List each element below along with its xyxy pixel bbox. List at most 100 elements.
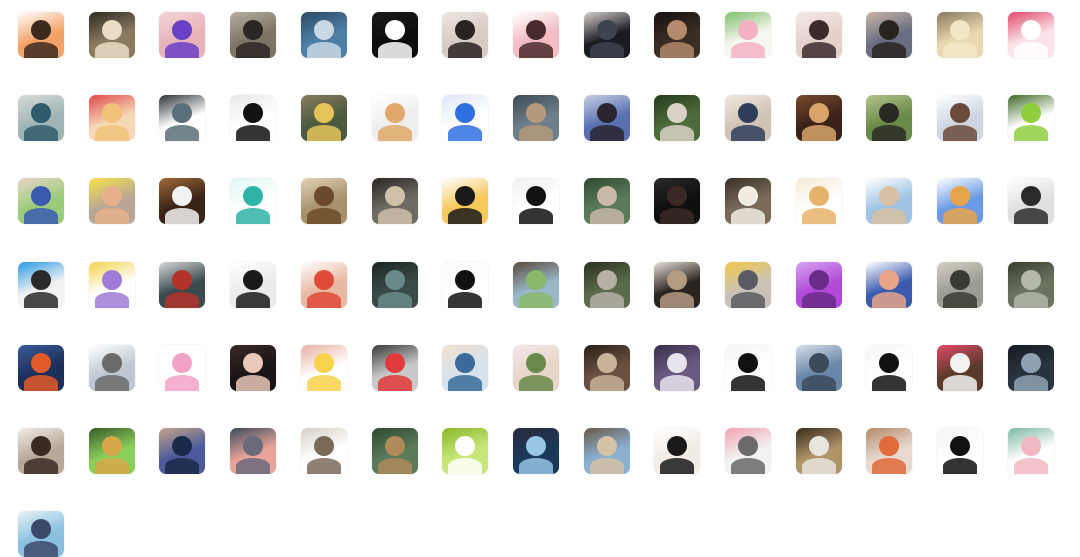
avatar[interactable] — [442, 12, 489, 58]
avatar[interactable] — [795, 261, 842, 308]
avatar[interactable] — [371, 178, 418, 225]
avatar-body — [236, 374, 271, 391]
avatar[interactable] — [937, 95, 984, 142]
avatar[interactable] — [654, 95, 701, 142]
avatar[interactable] — [725, 178, 771, 225]
avatar[interactable] — [866, 12, 913, 58]
avatar[interactable] — [371, 261, 418, 308]
avatar[interactable] — [88, 95, 135, 142]
avatar[interactable] — [18, 344, 64, 391]
avatar[interactable] — [230, 428, 277, 474]
avatar[interactable] — [18, 261, 64, 308]
avatar[interactable] — [371, 12, 418, 58]
avatar[interactable] — [512, 344, 559, 391]
avatar[interactable] — [866, 178, 913, 225]
avatar[interactable] — [866, 95, 913, 142]
avatar[interactable] — [442, 261, 489, 308]
avatar[interactable] — [88, 344, 135, 391]
avatar[interactable] — [795, 12, 842, 58]
avatar[interactable] — [583, 178, 630, 225]
avatar[interactable] — [300, 95, 347, 142]
avatar[interactable] — [18, 95, 64, 142]
avatar[interactable] — [795, 95, 842, 142]
avatar[interactable] — [300, 261, 347, 308]
avatar[interactable] — [18, 428, 64, 474]
avatar[interactable] — [725, 344, 771, 391]
avatar[interactable] — [88, 428, 135, 474]
avatar[interactable] — [1007, 344, 1054, 391]
avatar[interactable] — [442, 95, 489, 142]
avatar[interactable] — [654, 12, 701, 58]
avatar-subject — [243, 186, 264, 207]
avatar[interactable] — [866, 261, 913, 308]
avatar[interactable] — [442, 178, 489, 225]
avatar[interactable] — [230, 261, 277, 308]
avatar[interactable] — [230, 12, 277, 58]
avatar[interactable] — [159, 344, 206, 391]
avatar[interactable] — [371, 344, 418, 391]
avatar[interactable] — [937, 261, 984, 308]
avatar-subject — [384, 20, 405, 40]
avatar[interactable] — [583, 261, 630, 308]
avatar[interactable] — [583, 344, 630, 391]
avatar[interactable] — [512, 95, 559, 142]
avatar[interactable] — [654, 261, 701, 308]
avatar-body — [589, 291, 624, 308]
avatar-subject — [31, 519, 51, 540]
avatar[interactable] — [18, 178, 64, 225]
avatar[interactable] — [300, 12, 347, 58]
avatar[interactable] — [725, 428, 771, 474]
avatar[interactable] — [159, 178, 206, 225]
avatar[interactable] — [371, 428, 418, 474]
avatar[interactable] — [937, 12, 984, 58]
avatar[interactable] — [1007, 428, 1054, 474]
avatar[interactable] — [937, 344, 984, 391]
avatar[interactable] — [795, 344, 842, 391]
avatar[interactable] — [159, 428, 206, 474]
avatar[interactable] — [725, 12, 771, 58]
avatar[interactable] — [88, 261, 135, 308]
avatar[interactable] — [512, 178, 559, 225]
avatar[interactable] — [88, 12, 135, 58]
avatar[interactable] — [512, 261, 559, 308]
avatar-subject — [384, 186, 405, 207]
avatar[interactable] — [512, 12, 559, 58]
avatar[interactable] — [300, 344, 347, 391]
avatar-subject — [525, 186, 546, 207]
avatar[interactable] — [866, 428, 913, 474]
avatar[interactable] — [230, 344, 277, 391]
avatar[interactable] — [654, 178, 701, 225]
avatar[interactable] — [795, 428, 842, 474]
avatar[interactable] — [1007, 95, 1054, 142]
avatar[interactable] — [159, 261, 206, 308]
avatar[interactable] — [18, 12, 64, 58]
avatar[interactable] — [88, 178, 135, 225]
avatar[interactable] — [159, 12, 206, 58]
avatar[interactable] — [442, 428, 489, 474]
avatar[interactable] — [583, 428, 630, 474]
avatar[interactable] — [300, 428, 347, 474]
avatar[interactable] — [300, 178, 347, 225]
avatar[interactable] — [654, 344, 701, 391]
avatar[interactable] — [159, 95, 206, 142]
avatar[interactable] — [866, 344, 913, 391]
avatar[interactable] — [1007, 178, 1054, 225]
avatar-body — [94, 208, 129, 225]
avatar[interactable] — [1007, 261, 1054, 308]
avatar[interactable] — [654, 428, 701, 474]
avatar[interactable] — [230, 95, 277, 142]
avatar[interactable] — [371, 95, 418, 142]
avatar[interactable] — [583, 12, 630, 58]
avatar[interactable] — [230, 178, 277, 225]
avatar[interactable] — [795, 178, 842, 225]
avatar[interactable] — [725, 95, 771, 142]
avatar[interactable] — [18, 511, 64, 557]
avatar-subject — [313, 20, 334, 40]
avatar[interactable] — [937, 178, 984, 225]
avatar[interactable] — [583, 95, 630, 142]
avatar[interactable] — [725, 261, 771, 308]
avatar[interactable] — [512, 428, 559, 474]
avatar[interactable] — [937, 428, 984, 474]
avatar[interactable] — [1007, 12, 1054, 58]
avatar[interactable] — [442, 344, 489, 391]
